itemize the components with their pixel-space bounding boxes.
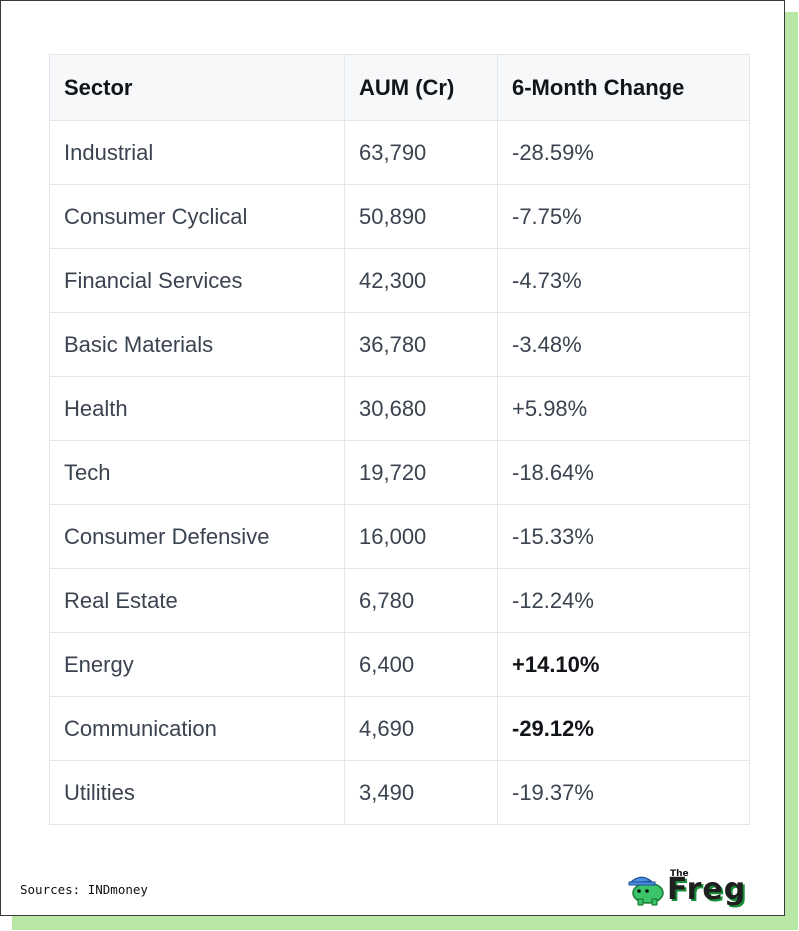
sector-cell: Consumer Cyclical (49, 184, 345, 249)
change-cell: -3.48% (497, 312, 750, 377)
sector-cell: Utilities (49, 760, 345, 825)
column-header-sector: Sector (49, 54, 345, 121)
frog-mascot-icon (628, 876, 664, 906)
aum-cell: 36,780 (344, 312, 498, 377)
table-row: Consumer Cyclical 50,890 -7.75% (49, 184, 750, 249)
aum-cell: 6,780 (344, 568, 498, 633)
table-row: Tech 19,720 -18.64% (49, 440, 750, 505)
change-cell: -18.64% (497, 440, 750, 505)
sector-cell: Financial Services (49, 248, 345, 313)
logo-wordmark: Freg (667, 872, 747, 907)
change-cell: -4.73% (497, 248, 750, 313)
change-cell: -12.24% (497, 568, 750, 633)
source-note: Sources: INDmoney (20, 882, 148, 897)
table-row: Health 30,680 +5.98% (49, 376, 750, 441)
sector-cell: Communication (49, 696, 345, 761)
change-cell: +14.10% (497, 632, 750, 697)
table-row: Financial Services 42,300 -4.73% (49, 248, 750, 313)
aum-cell: 4,690 (344, 696, 498, 761)
table-row: Basic Materials 36,780 -3.48% (49, 312, 750, 377)
sector-cell: Basic Materials (49, 312, 345, 377)
sector-cell: Real Estate (49, 568, 345, 633)
change-cell: -29.12% (497, 696, 750, 761)
aum-cell: 3,490 (344, 760, 498, 825)
sector-cell: Tech (49, 440, 345, 505)
aum-cell: 16,000 (344, 504, 498, 569)
sector-cell: Industrial (49, 120, 345, 185)
change-cell: -15.33% (497, 504, 750, 569)
aum-cell: 50,890 (344, 184, 498, 249)
sector-table: Sector AUM (Cr) 6-Month Change Industria… (49, 54, 750, 825)
table-body: Industrial 63,790 -28.59% Consumer Cyclical… (49, 120, 750, 825)
table-row: Communication 4,690 -29.12% (49, 696, 750, 761)
aum-cell: 42,300 (344, 248, 498, 313)
logo-small-text: The (670, 869, 689, 879)
table-row: Real Estate 6,780 -12.24% (49, 568, 750, 633)
sector-cell: Energy (49, 632, 345, 697)
column-header-change: 6-Month Change (497, 54, 750, 121)
brand-logo: The Freg (627, 868, 769, 908)
change-cell: -19.37% (497, 760, 750, 825)
sector-cell: Consumer Defensive (49, 504, 345, 569)
aum-cell: 63,790 (344, 120, 498, 185)
column-header-aum: AUM (Cr) (344, 54, 498, 121)
change-cell: -7.75% (497, 184, 750, 249)
aum-cell: 6,400 (344, 632, 498, 697)
table-row: Industrial 63,790 -28.59% (49, 120, 750, 185)
aum-cell: 19,720 (344, 440, 498, 505)
table-row: Utilities 3,490 -19.37% (49, 760, 750, 825)
table-row: Energy 6,400 +14.10% (49, 632, 750, 697)
change-cell: +5.98% (497, 376, 750, 441)
change-cell: -28.59% (497, 120, 750, 185)
sector-cell: Health (49, 376, 345, 441)
table-header-row: Sector AUM (Cr) 6-Month Change (49, 54, 750, 121)
card: Sector AUM (Cr) 6-Month Change Industria… (0, 0, 785, 916)
table-row: Consumer Defensive 16,000 -15.33% (49, 504, 750, 569)
aum-cell: 30,680 (344, 376, 498, 441)
